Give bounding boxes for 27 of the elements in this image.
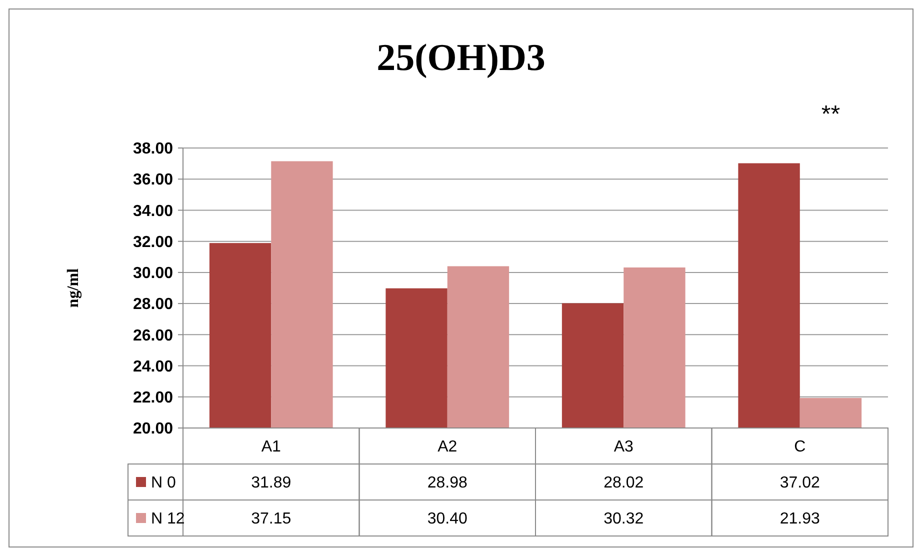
- x-tick-label: A2: [438, 438, 458, 456]
- y-tick-label: 36.00: [132, 172, 174, 189]
- y-tick-label: 24.00: [132, 358, 174, 376]
- x-tick-label: C: [794, 438, 806, 456]
- data-label: 30.32: [604, 510, 644, 528]
- y-tick-label: 28.00: [132, 296, 174, 314]
- data-label: 31.89: [251, 474, 292, 492]
- legend-label: N 0: [151, 474, 176, 492]
- chart-title: 25(OH)D3: [376, 37, 546, 79]
- legend-label: N 12: [151, 510, 185, 528]
- y-tick-label: 34.00: [132, 202, 174, 220]
- data-label: 28.02: [604, 474, 644, 492]
- y-tick-label: 38.00: [132, 140, 174, 158]
- text: **: [821, 101, 840, 128]
- data-label: 37.02: [780, 474, 820, 492]
- y-tick-label: 20.00: [132, 420, 174, 438]
- y-axis-title: ng/ml: [65, 268, 82, 308]
- x-tick-label: A1: [261, 438, 282, 456]
- x-tick-label: A3: [614, 438, 634, 456]
- y-tick-label: 32.00: [132, 234, 174, 251]
- data-label: 21.93: [780, 510, 820, 528]
- y-tick-label: 22.00: [132, 389, 174, 406]
- data-label: 37.15: [251, 510, 292, 528]
- y-tick-label: 26.00: [132, 327, 174, 344]
- y-tick-label: 30.00: [132, 265, 174, 282]
- data-label: 30.40: [427, 510, 468, 528]
- data-label: 28.98: [427, 474, 468, 492]
